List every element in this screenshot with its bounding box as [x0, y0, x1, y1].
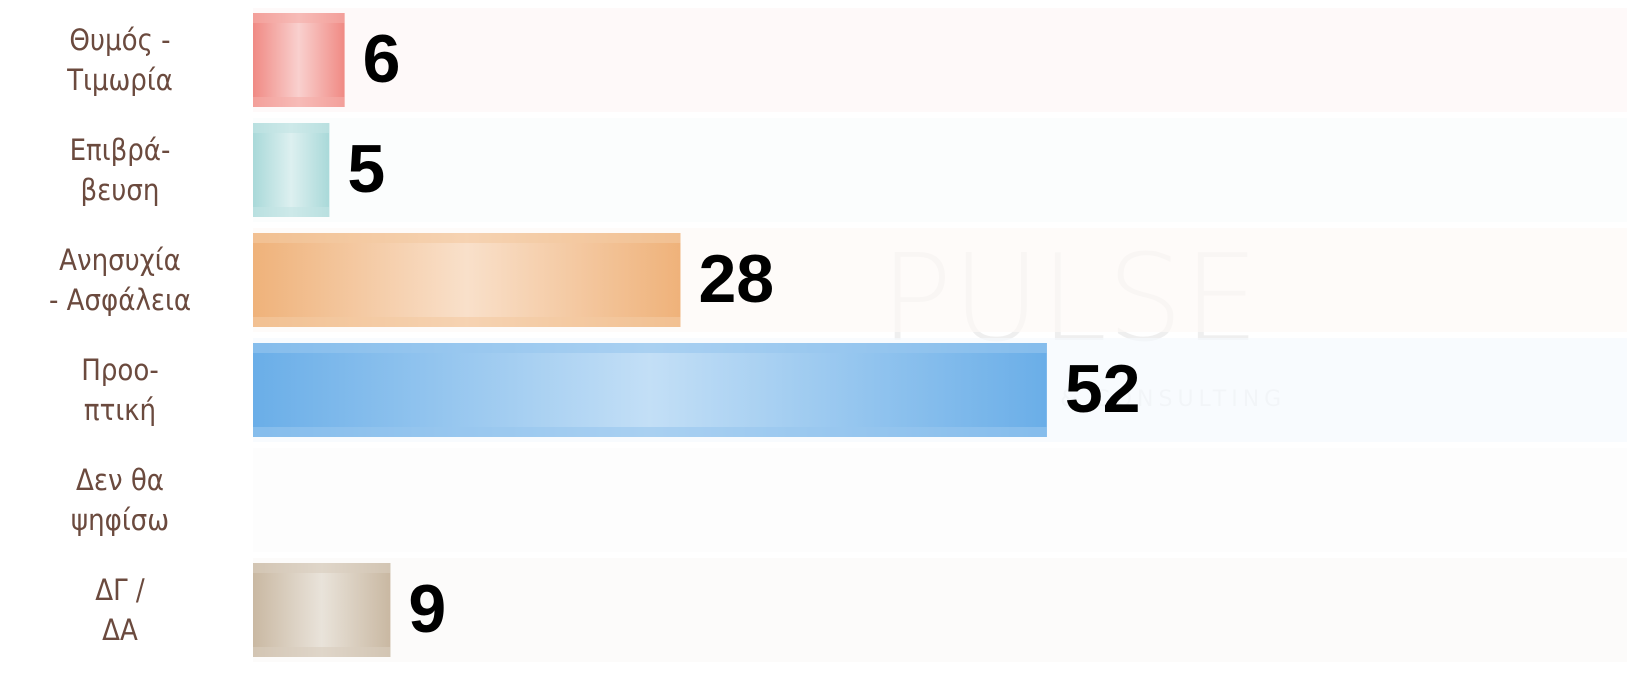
- bar-edge: [253, 97, 345, 107]
- bar-edge: [253, 13, 345, 23]
- category-label: Θυμός - Τιμωρία: [67, 23, 173, 97]
- bar: [253, 123, 330, 217]
- category-label: Ανησυχία - Ασφάλεια: [48, 243, 192, 317]
- track: [253, 448, 1627, 552]
- bar-edge: [253, 207, 330, 217]
- bar: [253, 563, 391, 657]
- value-label: 52: [1065, 351, 1141, 427]
- track: [253, 8, 1627, 112]
- track: [253, 118, 1627, 222]
- track: [253, 558, 1627, 662]
- bar-edge: [253, 563, 391, 573]
- category-label: Προο- πτική: [81, 353, 159, 427]
- value-label: 28: [698, 241, 774, 317]
- category-label: Δεν θα ψηφίσω: [70, 463, 170, 537]
- bar: [253, 233, 681, 327]
- category-label: ΔΓ / ΔΑ: [95, 573, 145, 647]
- bar-edge: [253, 123, 330, 133]
- bar-edge: [253, 343, 1047, 353]
- bar-edge: [253, 317, 681, 327]
- bar: [253, 13, 345, 107]
- value-label: 9: [408, 571, 446, 647]
- value-label: 5: [347, 131, 385, 207]
- category-label: Επιβρά- βευση: [69, 133, 171, 207]
- value-label: 6: [363, 21, 401, 97]
- bar-edge: [253, 233, 681, 243]
- bar: [253, 343, 1047, 437]
- bar-edge: [253, 647, 391, 657]
- bar-edge: [253, 427, 1047, 437]
